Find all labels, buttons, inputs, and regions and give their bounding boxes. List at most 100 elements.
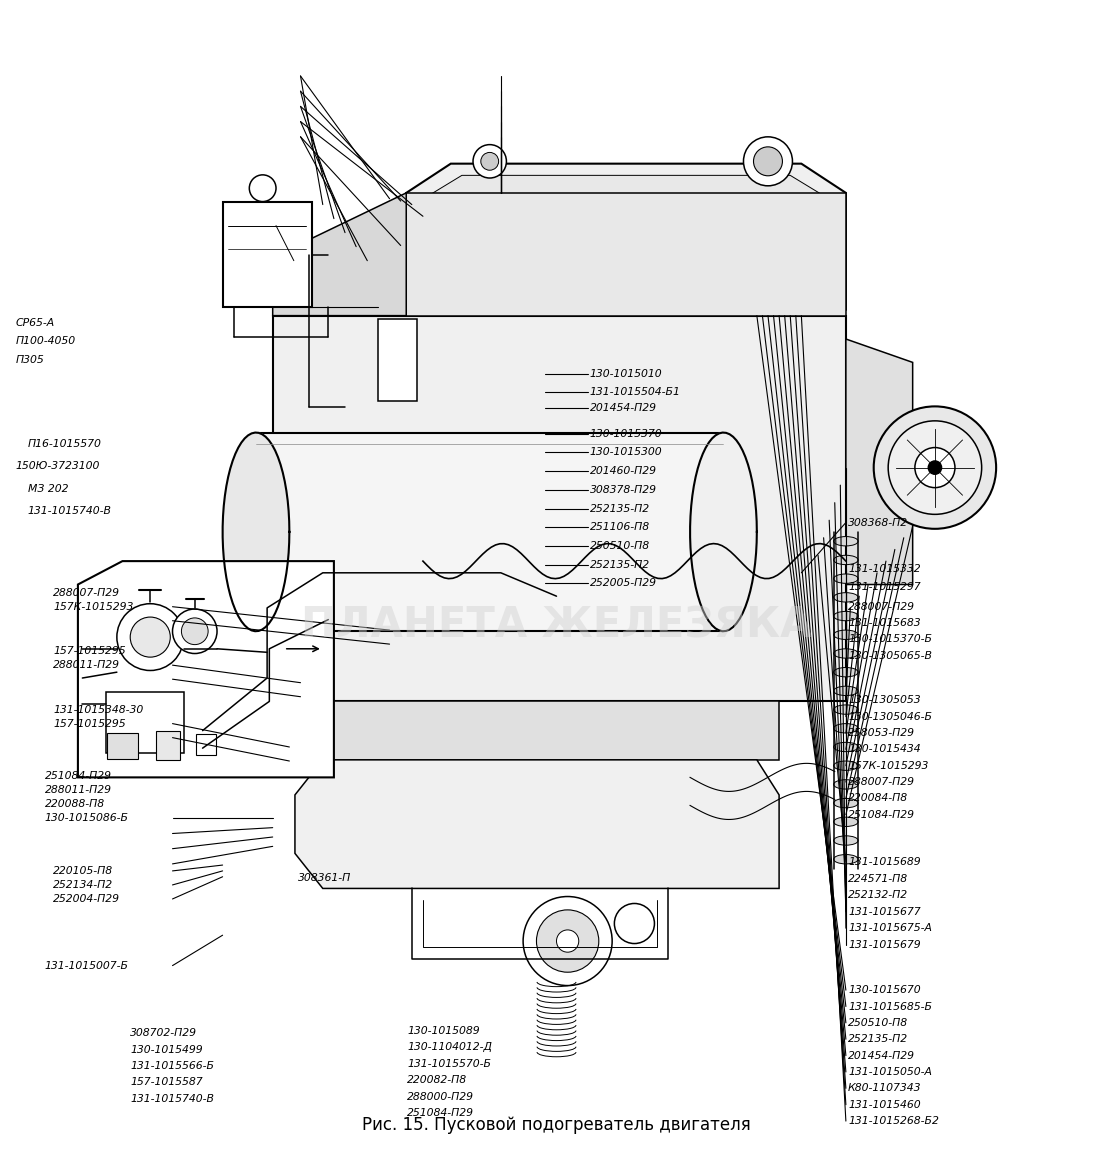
Text: 131-1015689: 131-1015689 <box>848 857 920 866</box>
Text: 258053-П29: 258053-П29 <box>848 728 915 738</box>
Ellipse shape <box>834 630 858 639</box>
Text: 131-1015685-Б: 131-1015685-Б <box>848 1002 932 1011</box>
Bar <box>106 692 184 753</box>
Ellipse shape <box>834 761 858 770</box>
Polygon shape <box>78 561 334 777</box>
Circle shape <box>614 904 654 943</box>
Polygon shape <box>273 193 846 316</box>
Text: 130-1015370-Б: 130-1015370-Б <box>848 635 932 644</box>
Text: 251084-П29: 251084-П29 <box>407 1108 474 1118</box>
Text: 131-1015566-Б: 131-1015566-Б <box>130 1061 214 1071</box>
Ellipse shape <box>834 649 858 658</box>
Ellipse shape <box>834 705 858 714</box>
Ellipse shape <box>834 817 858 826</box>
Text: 251084-П29: 251084-П29 <box>848 810 915 819</box>
Text: 130-1015370: 130-1015370 <box>590 429 662 438</box>
Ellipse shape <box>834 611 858 621</box>
Text: П100-4050: П100-4050 <box>16 337 76 346</box>
Text: 201460-П29: 201460-П29 <box>590 466 657 476</box>
Circle shape <box>286 634 304 652</box>
Ellipse shape <box>834 574 858 583</box>
Text: 220084-П8: 220084-П8 <box>848 794 908 803</box>
Ellipse shape <box>834 537 858 546</box>
Text: 252132-П2: 252132-П2 <box>848 891 908 900</box>
Text: 251084-П29: 251084-П29 <box>45 772 111 781</box>
Text: 131-1015675-А: 131-1015675-А <box>848 924 932 933</box>
Text: 308361-П: 308361-П <box>298 873 352 883</box>
Circle shape <box>523 897 612 985</box>
Text: Рис. 15. Пусковой подогреватель двигателя: Рис. 15. Пусковой подогреватель двигател… <box>362 1115 751 1134</box>
Text: 131-1015460: 131-1015460 <box>848 1100 920 1109</box>
Text: 250510-П8: 250510-П8 <box>848 1018 908 1028</box>
Text: ПЛАНЕТА ЖЕЛЕЗЯКА: ПЛАНЕТА ЖЕЛЕЗЯКА <box>301 604 812 646</box>
Circle shape <box>481 152 499 171</box>
Text: 250510-П8: 250510-П8 <box>590 541 650 551</box>
Text: 252135-П2: 252135-П2 <box>848 1035 908 1044</box>
Text: 288007-П29: 288007-П29 <box>848 602 915 611</box>
Text: 224571-П8: 224571-П8 <box>848 874 908 884</box>
Ellipse shape <box>834 742 858 752</box>
Text: 131-1015677: 131-1015677 <box>848 907 920 916</box>
Text: 130-1015670: 130-1015670 <box>848 985 920 995</box>
Text: 157-1015587: 157-1015587 <box>130 1078 203 1087</box>
Text: МЗ 202: МЗ 202 <box>28 484 68 493</box>
Circle shape <box>556 929 579 953</box>
Ellipse shape <box>834 855 858 864</box>
Text: 130-1015499: 130-1015499 <box>130 1045 203 1054</box>
Text: 220105-П8: 220105-П8 <box>53 866 114 876</box>
Polygon shape <box>223 433 289 631</box>
Text: 220082-П8: 220082-П8 <box>407 1075 467 1085</box>
Text: 131-1015297: 131-1015297 <box>848 582 920 592</box>
Circle shape <box>928 461 942 475</box>
Polygon shape <box>420 175 833 316</box>
Text: 131-1015683: 131-1015683 <box>848 618 920 628</box>
Text: 252005-П29: 252005-П29 <box>590 579 657 588</box>
Text: 252135-П2: 252135-П2 <box>590 504 650 513</box>
Text: 288011-П29: 288011-П29 <box>53 660 120 670</box>
Text: 131-1015740-В: 131-1015740-В <box>130 1094 214 1104</box>
Text: 130-1104012-Д: 130-1104012-Д <box>407 1043 492 1052</box>
Text: 131-1015570-Б: 131-1015570-Б <box>407 1059 491 1068</box>
Polygon shape <box>846 339 913 584</box>
Bar <box>378 319 417 401</box>
Polygon shape <box>273 193 406 316</box>
Text: 157К-1015293: 157К-1015293 <box>53 602 134 611</box>
Ellipse shape <box>834 667 858 677</box>
Circle shape <box>743 137 792 186</box>
Ellipse shape <box>834 798 858 808</box>
Circle shape <box>249 175 276 201</box>
Circle shape <box>536 909 599 973</box>
Text: 288007-П29: 288007-П29 <box>848 777 915 787</box>
Polygon shape <box>273 701 779 760</box>
Text: П305: П305 <box>16 355 45 365</box>
Text: 131-1015679: 131-1015679 <box>848 940 920 949</box>
Text: 130-1305053: 130-1305053 <box>848 696 920 705</box>
Text: 131-1015268-Б2: 131-1015268-Б2 <box>848 1116 939 1126</box>
Text: 157К-1015293: 157К-1015293 <box>848 761 928 770</box>
Text: 252135-П2: 252135-П2 <box>590 560 650 569</box>
Text: 131-1015348-30: 131-1015348-30 <box>53 705 144 714</box>
Bar <box>156 731 180 760</box>
Text: 288007-П29: 288007-П29 <box>53 588 120 597</box>
Text: 130-1015434: 130-1015434 <box>848 745 920 754</box>
Text: 288000-П29: 288000-П29 <box>407 1092 474 1101</box>
Ellipse shape <box>834 686 858 696</box>
Polygon shape <box>273 316 846 701</box>
Text: 288011-П29: 288011-П29 <box>45 786 111 795</box>
Circle shape <box>264 669 282 687</box>
Text: П16-1015570: П16-1015570 <box>28 440 101 449</box>
Bar <box>223 202 312 307</box>
Circle shape <box>117 603 184 671</box>
Ellipse shape <box>834 724 858 733</box>
Circle shape <box>130 617 170 657</box>
Ellipse shape <box>834 780 858 789</box>
Bar <box>107 733 138 759</box>
Text: 308702-П29: 308702-П29 <box>130 1029 197 1038</box>
Polygon shape <box>406 164 846 327</box>
Text: 150Ю-3723100: 150Ю-3723100 <box>16 462 100 471</box>
Circle shape <box>181 618 208 644</box>
Circle shape <box>874 407 996 528</box>
Ellipse shape <box>834 555 858 565</box>
Text: 131-1015050-А: 131-1015050-А <box>848 1067 932 1077</box>
Text: 130-1015300: 130-1015300 <box>590 448 662 457</box>
